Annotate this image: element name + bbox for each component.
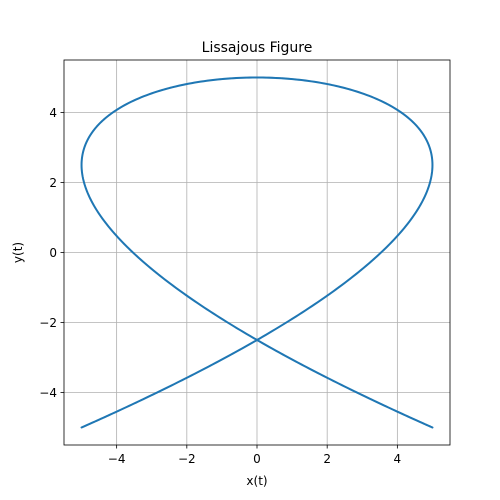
y-tick-label: −4: [39, 386, 57, 400]
x-tick-label: 2: [323, 452, 331, 466]
x-tick-label: −4: [108, 452, 126, 466]
y-axis-label: y(t): [11, 242, 25, 263]
y-tick-label: −2: [39, 316, 57, 330]
series-layer: [80, 76, 434, 429]
y-tick-label: 4: [49, 106, 57, 120]
y-tick-label: 2: [49, 176, 57, 190]
series-line: [80, 76, 434, 429]
x-tick-label: 4: [394, 452, 402, 466]
x-tick-label: −2: [178, 452, 196, 466]
y-tick-label: 0: [49, 246, 57, 260]
chart-title: Lissajous Figure: [202, 40, 313, 56]
x-axis-label: x(t): [246, 474, 267, 488]
grid: [64, 60, 450, 445]
ticks: −4 −2 0 2 4 −4 −2 0 2 4: [39, 106, 401, 466]
x-tick-label: 0: [253, 452, 261, 466]
